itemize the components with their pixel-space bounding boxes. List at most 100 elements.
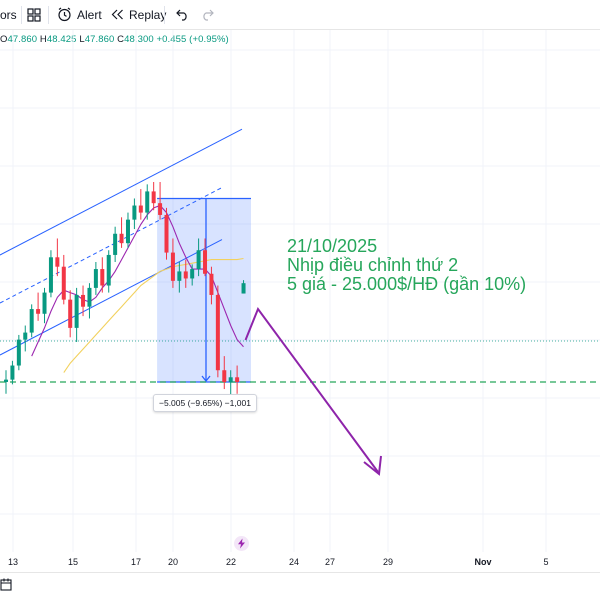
chart-grid xyxy=(0,30,600,552)
alert-clock-icon xyxy=(58,7,71,22)
event-marker[interactable] xyxy=(234,536,249,551)
candle-body xyxy=(209,273,214,295)
candle-body xyxy=(42,292,47,314)
candle-body xyxy=(158,203,163,215)
candle-body xyxy=(48,257,53,293)
x-tick-label: 27 xyxy=(324,557,336,567)
analysis-annotation[interactable]: 21/10/2025 Nhịp điều chỉnh thứ 2 5 giá -… xyxy=(287,237,526,294)
candle xyxy=(203,238,208,277)
candle-body xyxy=(74,294,79,328)
measure-box xyxy=(157,198,251,382)
candle xyxy=(196,238,201,277)
candle xyxy=(29,304,34,338)
candle-body xyxy=(151,191,156,204)
measure-arrowhead xyxy=(201,375,211,383)
lightning-icon xyxy=(238,538,245,549)
candle-body xyxy=(190,269,195,279)
candle-body xyxy=(100,269,105,286)
channel-upper-line xyxy=(0,128,243,256)
ma-slow-line xyxy=(63,257,244,373)
x-tick-label: 22 xyxy=(225,557,237,567)
x-tick-label: 20 xyxy=(167,557,179,567)
indicators-label: ors xyxy=(0,7,17,22)
candle xyxy=(23,325,28,352)
candle-body xyxy=(215,294,220,371)
candle xyxy=(93,262,98,295)
candle-body xyxy=(113,233,118,255)
candle xyxy=(55,238,60,277)
x-tick-label: 13 xyxy=(7,557,19,567)
candle xyxy=(209,266,214,305)
layout-grid-icon xyxy=(27,7,41,22)
candle-body xyxy=(68,299,73,328)
replay-button[interactable]: Replay xyxy=(111,0,166,29)
candle-body xyxy=(4,379,8,382)
candle xyxy=(87,283,92,319)
undo-button[interactable] xyxy=(176,0,189,29)
toolbar-divider xyxy=(48,6,49,24)
low-value: 47.860 xyxy=(84,34,115,45)
candle xyxy=(222,356,227,390)
time-axis[interactable]: 13 15 17 20 22 24 27 29 Nov 5 xyxy=(0,552,600,572)
candle xyxy=(190,264,195,286)
open-value: 47.860 xyxy=(7,34,38,45)
candle xyxy=(145,184,150,220)
candle xyxy=(235,365,240,394)
measure-label: −5.005 (−9.65%) −1,001 xyxy=(153,394,257,412)
candle xyxy=(48,250,53,298)
layout-button[interactable] xyxy=(27,0,41,29)
redo-button[interactable] xyxy=(201,0,214,29)
candle-body xyxy=(196,250,201,270)
candle-body xyxy=(93,269,98,288)
candle-body xyxy=(81,294,86,307)
candle xyxy=(10,360,15,385)
x-tick-label: 15 xyxy=(67,557,79,567)
candle xyxy=(241,280,246,294)
candle xyxy=(170,238,175,288)
x-tick-label: 29 xyxy=(382,557,394,567)
candle xyxy=(132,198,137,230)
candle xyxy=(151,182,156,211)
candle-body xyxy=(183,271,188,279)
candle xyxy=(125,212,130,248)
high-key: H xyxy=(39,34,47,45)
x-tick-label: Nov xyxy=(474,557,492,567)
calendar-icon[interactable] xyxy=(0,578,12,592)
candle-body xyxy=(203,250,208,274)
candle xyxy=(74,287,79,342)
candle-body xyxy=(36,309,41,314)
candle-body xyxy=(138,205,143,213)
candle-body xyxy=(61,266,66,300)
high-value: 48.425 xyxy=(46,34,77,45)
price-chart[interactable] xyxy=(0,30,600,552)
candle xyxy=(61,254,66,305)
redo-icon xyxy=(203,9,214,21)
candle-body xyxy=(132,205,137,220)
alert-button[interactable]: Alert xyxy=(57,0,102,29)
overlay-drawings xyxy=(244,306,382,476)
candle xyxy=(113,226,118,262)
ohlc-legend: O47.860 H48.425 L47.860 C48.300 +0.455 (… xyxy=(0,34,229,45)
low-key: L xyxy=(79,34,85,45)
toolbar-divider xyxy=(164,6,165,24)
candle-body xyxy=(16,339,21,366)
candle xyxy=(16,334,21,371)
candle xyxy=(4,370,8,394)
channel-lower-line xyxy=(0,239,223,356)
alert-label: Alert xyxy=(77,7,102,22)
top-toolbar: ors Alert Replay xyxy=(0,0,600,30)
candle-body xyxy=(177,271,182,281)
forecast-arrow xyxy=(244,306,379,473)
x-tick-label: 17 xyxy=(130,557,142,567)
candle xyxy=(164,207,169,260)
candle-body xyxy=(119,233,124,244)
replay-label: Replay xyxy=(129,7,167,22)
candle xyxy=(215,285,220,378)
chart-drawings xyxy=(0,128,600,383)
candle xyxy=(81,285,86,317)
candle-body xyxy=(222,370,227,382)
indicators-button[interactable]: ors xyxy=(0,0,17,29)
forecast-arrowhead xyxy=(363,455,382,476)
undo-icon xyxy=(176,9,187,21)
close-key: C xyxy=(117,34,125,45)
